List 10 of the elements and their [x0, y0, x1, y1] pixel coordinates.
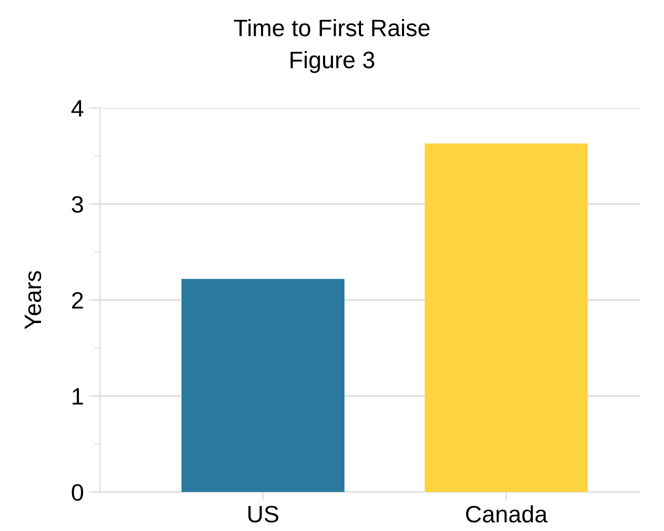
- chart-title: Time to First Raise: [234, 18, 430, 36]
- x-tick-label: Canada: [466, 505, 548, 523]
- y-tick-label: 1: [72, 388, 83, 405]
- y-tick-label: 2: [72, 292, 83, 309]
- y-axis-title: Years: [24, 271, 42, 330]
- chart-subtitle: Figure 3: [290, 50, 374, 74]
- y-tick-label: 3: [72, 196, 83, 213]
- x-tick-label: US: [248, 506, 278, 523]
- y-tick-label: 4: [71, 100, 84, 117]
- y-tick-label: 0: [72, 484, 84, 501]
